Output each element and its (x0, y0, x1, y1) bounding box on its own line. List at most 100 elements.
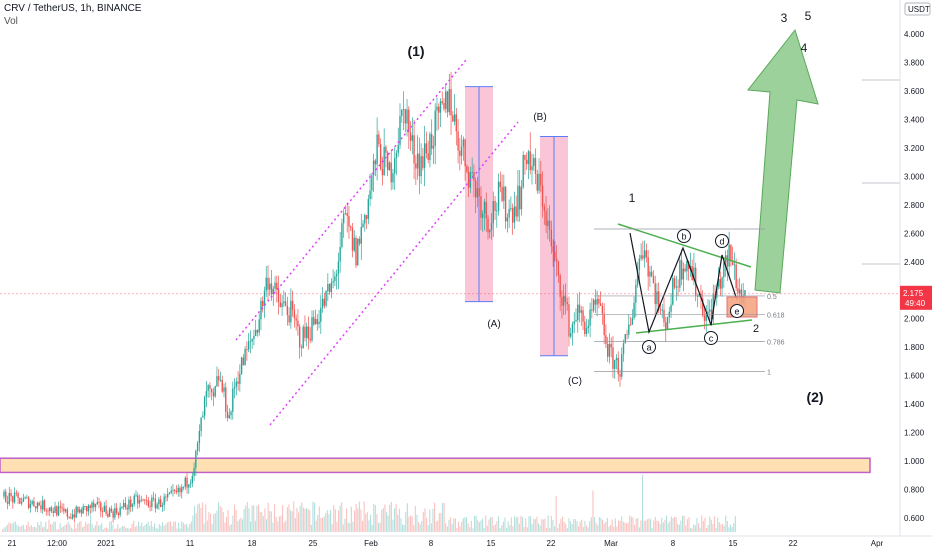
volume-bar (299, 505, 301, 532)
volume-bar (362, 520, 364, 532)
candle-body (316, 319, 318, 325)
subwave-label-b: b (681, 232, 686, 242)
candle-body (515, 206, 517, 217)
volume-bar (442, 503, 444, 532)
volume-bar (42, 527, 44, 532)
volume-bar (61, 527, 63, 532)
volume-bar (522, 517, 524, 532)
subwave-circle (704, 331, 718, 345)
volume-bar (275, 516, 277, 532)
volume-bar (710, 519, 712, 532)
volume-bar (672, 517, 674, 532)
candle-body (633, 302, 635, 319)
candle-body (677, 286, 679, 288)
candle-body (374, 160, 377, 165)
volume-bar (658, 521, 660, 532)
candle-body (464, 139, 466, 167)
candle-body (399, 116, 401, 145)
volume-bar (98, 525, 100, 532)
candle-body (334, 276, 336, 282)
candle-body (392, 173, 394, 183)
volume-bar (112, 524, 114, 532)
candle-body (587, 325, 590, 328)
volume-bar (470, 520, 472, 532)
candle-body (121, 506, 123, 508)
volume-bar (379, 522, 381, 532)
volume-bar (168, 521, 170, 532)
candle-body (358, 238, 361, 244)
volume-bar (232, 515, 234, 532)
volume-bar (501, 525, 503, 532)
candle-body (360, 227, 362, 244)
volume-bar (43, 526, 45, 532)
volume-bar (69, 524, 71, 532)
candle-body (364, 215, 366, 224)
volume-bar (704, 517, 706, 532)
volume-bar (494, 524, 496, 532)
volume-bar (59, 523, 61, 532)
candle-body (98, 502, 100, 503)
date-tick-label: Feb (364, 539, 378, 548)
volume-bar (429, 509, 431, 532)
volume-bar (78, 521, 80, 532)
price-tick-label: 2.400 (904, 258, 925, 267)
candle-body (388, 162, 391, 171)
candle-body (49, 507, 51, 512)
candle-body (559, 275, 561, 297)
abcde-zigzag (629, 232, 738, 335)
volume-bar (373, 503, 375, 532)
candle-body (325, 291, 327, 306)
candle-body (379, 144, 382, 169)
candle-body (723, 262, 725, 278)
price-axis[interactable]: 4.000 3.800 3.600 3.400 3.200 3.000 2.800 2.600… (899, 0, 932, 550)
price-tick-label: 0.600 (904, 514, 925, 523)
volume-bar (155, 527, 157, 532)
volume-bar (35, 527, 37, 532)
volume-bar (5, 526, 7, 532)
candle-body (158, 499, 160, 505)
volume-bar (158, 524, 160, 532)
candle-body (441, 101, 443, 104)
candle-body (709, 309, 711, 312)
candle-body (619, 374, 621, 377)
volume-bar (280, 515, 282, 532)
candle-body (293, 309, 296, 319)
candle-body (659, 308, 662, 311)
candle-body (254, 330, 257, 336)
volume-bar (650, 519, 652, 532)
candle-body (66, 509, 69, 517)
candle-body (541, 185, 544, 207)
volume-bar (702, 520, 704, 532)
volume-bar (640, 520, 642, 532)
time-axis[interactable]: 21 12:00 2021 11 18 25 Feb 8 15 22 Mar 8 15 22 Apr (0, 535, 932, 548)
candle-body (230, 411, 232, 416)
candle-body (78, 509, 81, 513)
candle-body (415, 163, 417, 169)
volume-bar (574, 519, 576, 532)
candle-body (191, 476, 194, 484)
volume-bar (709, 516, 711, 532)
volume-bar (622, 521, 624, 532)
candle-body (501, 186, 503, 201)
candle-body (82, 506, 84, 514)
candle-body (438, 106, 440, 113)
candle-body (298, 326, 301, 348)
volume-bar (459, 526, 461, 532)
subwave-label-e: e (734, 307, 739, 317)
candle-body (337, 261, 340, 275)
candle-body (670, 304, 672, 312)
volume-bar (16, 524, 18, 532)
candle-body (346, 213, 348, 217)
candle-body (198, 431, 201, 444)
volume-bar (91, 524, 93, 532)
volume-bar (667, 523, 669, 532)
volume-bar (110, 521, 112, 532)
candle-body (367, 199, 370, 219)
volume-bar (174, 521, 176, 532)
volume-bar (435, 521, 437, 532)
candle-body (203, 396, 206, 416)
candle-body (408, 109, 410, 133)
candle-body (284, 301, 287, 307)
candle-body (184, 477, 186, 487)
